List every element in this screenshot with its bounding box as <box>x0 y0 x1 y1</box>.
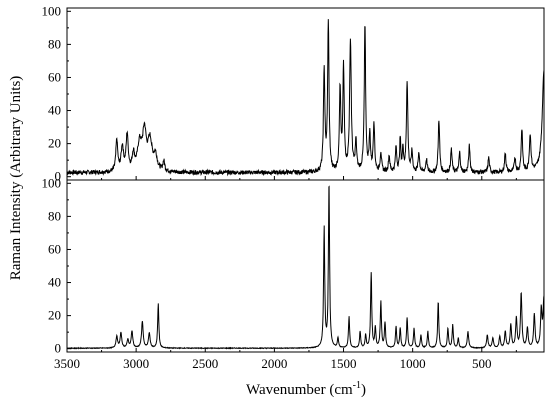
y-tick-label-bottom: 80 <box>48 208 61 223</box>
y-tick-label-top: 40 <box>48 103 61 118</box>
panel-frame-top <box>66 7 545 181</box>
spectrum-line-bottom <box>67 185 545 350</box>
x-tick-label: 3500 <box>54 356 80 371</box>
y-tick-label-bottom: 20 <box>48 308 61 323</box>
traces-layer <box>66 19 545 350</box>
y-tick-label-top: 0 <box>55 169 62 184</box>
x-tick-label: 1500 <box>331 356 357 371</box>
x-tick-label: 3000 <box>123 356 149 371</box>
y-tick-label-top: 100 <box>42 3 62 18</box>
x-tick-label: 2000 <box>261 356 287 371</box>
y-tick-label-bottom: 0 <box>55 341 62 356</box>
x-axis-title-superscript: -1 <box>353 380 361 391</box>
y-tick-label-bottom: 60 <box>48 241 61 256</box>
y-tick-label-top: 20 <box>48 136 61 151</box>
y-tick-label-bottom: 100 <box>42 175 62 190</box>
y-tick-label-top: 80 <box>48 36 61 51</box>
spectrum-line-top <box>66 19 545 177</box>
x-tick-label: 500 <box>472 356 492 371</box>
y-axis-title: Raman Intensity (Arbitrary Units) <box>8 76 24 281</box>
x-axis-title-close: ) <box>361 382 366 398</box>
panel-frame-bottom <box>66 179 545 353</box>
panels-layer <box>66 7 545 353</box>
x-tick-label: 2500 <box>192 356 218 371</box>
x-tick-label: 1000 <box>400 356 426 371</box>
y-tick-label-bottom: 40 <box>48 275 61 290</box>
x-axis-title: Wavenumber (cm-1) <box>246 380 366 398</box>
x-axis-title-main: Wavenumber (cm <box>246 382 353 398</box>
y-tick-label-top: 60 <box>48 69 61 84</box>
